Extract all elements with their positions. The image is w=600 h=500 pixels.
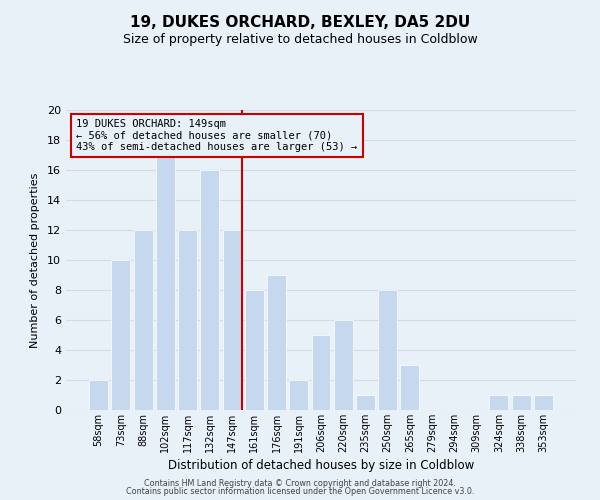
Bar [356,395,375,410]
Bar [134,230,152,410]
Bar [112,260,130,410]
Y-axis label: Number of detached properties: Number of detached properties [30,172,40,348]
Text: Size of property relative to detached houses in Coldblow: Size of property relative to detached ho… [122,32,478,46]
Bar [223,230,242,410]
Bar [156,155,175,410]
Bar [490,395,508,410]
Text: 19 DUKES ORCHARD: 149sqm
← 56% of detached houses are smaller (70)
43% of semi-d: 19 DUKES ORCHARD: 149sqm ← 56% of detach… [76,119,358,152]
Bar [245,290,264,410]
Text: Contains public sector information licensed under the Open Government Licence v3: Contains public sector information licen… [126,487,474,496]
Bar [178,230,197,410]
Bar [267,275,286,410]
Bar [378,290,397,410]
Bar [311,335,331,410]
Bar [334,320,353,410]
Bar [400,365,419,410]
X-axis label: Distribution of detached houses by size in Coldblow: Distribution of detached houses by size … [168,459,474,472]
Text: Contains HM Land Registry data © Crown copyright and database right 2024.: Contains HM Land Registry data © Crown c… [144,478,456,488]
Bar [534,395,553,410]
Bar [89,380,108,410]
Bar [512,395,530,410]
Bar [289,380,308,410]
Text: 19, DUKES ORCHARD, BEXLEY, DA5 2DU: 19, DUKES ORCHARD, BEXLEY, DA5 2DU [130,15,470,30]
Bar [200,170,219,410]
